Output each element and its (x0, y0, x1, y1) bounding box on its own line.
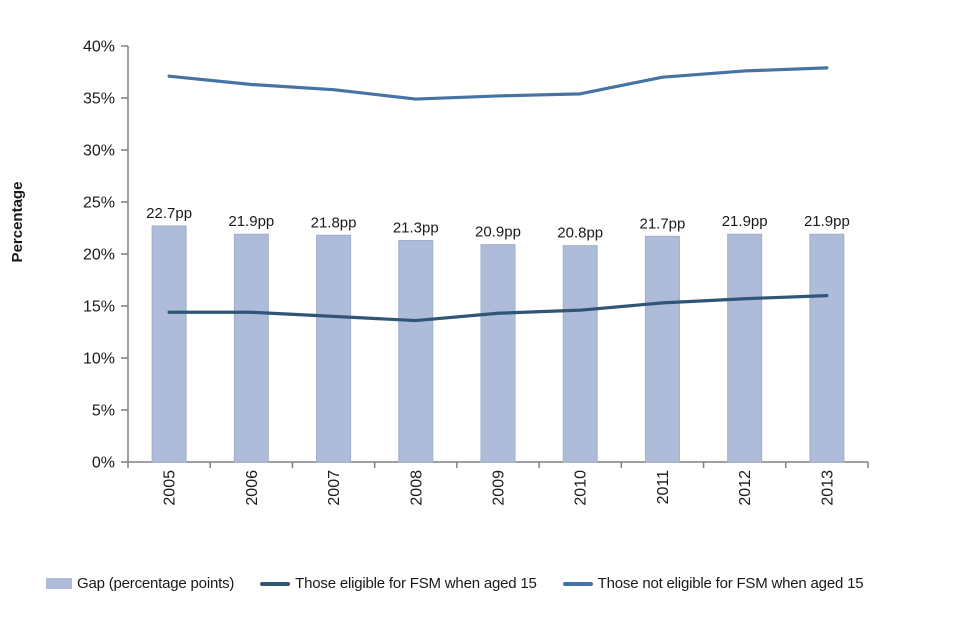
bar-2006 (233, 233, 269, 463)
line-fsm-not-eligible (167, 66, 829, 101)
x-axis-tick-label: 2013 (819, 470, 836, 506)
fsm-attainment-gap-chart: 0% 5% 10% 15% 20% 25% 30% 35% 40% 22.7pp 21.9pp 21.… (9, 39, 869, 506)
x-axis-tick-label: 2006 (244, 470, 261, 506)
y-axis-tick-label: 20% (83, 247, 115, 264)
bar-2010 (562, 245, 598, 463)
legend-label-gap: Gap (percentage points) (77, 575, 235, 592)
x-axis-tick-label: 2009 (491, 470, 508, 506)
legend-swatch-gap (46, 578, 72, 589)
x-axis-tick-label: 2010 (573, 470, 590, 506)
bar-value-label: 21.8pp (311, 214, 357, 231)
legend-item-fsm-not-eligible: Those not eligible for FSM when aged 15 (562, 575, 864, 592)
chart-legend: Gap (percentage points) Those eligible fo… (46, 575, 864, 592)
x-axis-tick-label: 2011 (655, 470, 672, 505)
y-axis-tick-label: 35% (83, 91, 115, 108)
y-axis-tick-label: 25% (83, 195, 115, 212)
legend-swatch-fsm-not-eligible-line (562, 581, 593, 586)
legend-label-fsm-not-eligible: Those not eligible for FSM when aged 15 (597, 575, 864, 592)
bar-2009 (480, 244, 516, 463)
bar-2012 (727, 233, 763, 463)
bar-value-label: 20.8pp (557, 225, 603, 242)
legend-label-fsm-eligible: Those eligible for FSM when aged 15 (295, 575, 537, 592)
bar-value-label: 21.9pp (804, 213, 850, 230)
y-axis-tick-label: 10% (83, 351, 115, 368)
bar-2007 (316, 234, 352, 463)
bar-2005 (151, 225, 187, 463)
bar-value-label: 21.9pp (722, 213, 768, 230)
bar-value-label: 22.7pp (146, 205, 192, 222)
y-axis-tick-label: 5% (92, 403, 115, 420)
legend-swatch-fsm-eligible-line (260, 581, 291, 586)
x-axis-tick-label: 2005 (162, 470, 179, 506)
y-axis-title: Percentage (9, 182, 26, 263)
legend-item-fsm-eligible: Those eligible for FSM when aged 15 (260, 575, 537, 592)
bar-value-label: 21.3pp (393, 219, 439, 236)
line-fsm-eligible (167, 294, 829, 323)
y-axis-tick-label: 40% (83, 39, 115, 56)
bar-value-label: 20.9pp (475, 224, 521, 241)
x-axis-tick-label: 2012 (737, 470, 754, 506)
y-axis-tick-label: 30% (83, 143, 115, 160)
x-axis-tick-label: 2007 (326, 470, 343, 506)
y-axis-tick-label: 0% (92, 455, 115, 472)
y-axis-tick-label: 15% (83, 299, 115, 316)
bar-2011 (644, 235, 680, 463)
legend-item-gap: Gap (percentage points) (46, 575, 234, 592)
bar-value-label: 21.9pp (228, 213, 274, 230)
bar-2008 (398, 239, 434, 463)
x-axis-tick-label: 2008 (408, 470, 425, 506)
bar-value-label: 21.7pp (639, 215, 685, 232)
bar-2013 (809, 233, 845, 463)
